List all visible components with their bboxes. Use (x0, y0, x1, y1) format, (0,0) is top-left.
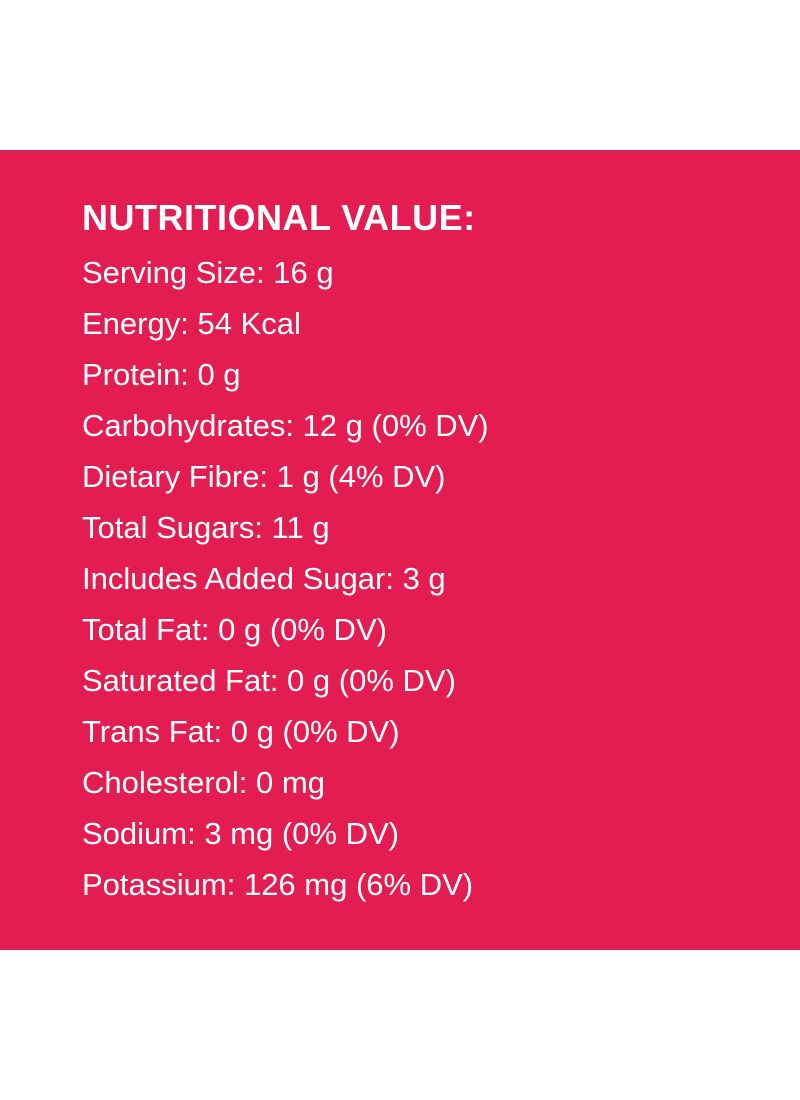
nutrition-list: Serving Size: 16 g Energy: 54 Kcal Prote… (82, 247, 782, 910)
nutrition-item-added-sugar: Includes Added Sugar: 3 g (82, 561, 446, 596)
nutrition-panel (0, 150, 800, 950)
nutrition-item-trans-fat: Trans Fat: 0 g (0% DV) (82, 714, 400, 749)
nutrition-item-total-fat: Total Fat: 0 g (0% DV) (82, 612, 387, 647)
nutrition-item-dietary-fibre: Dietary Fibre: 1 g (4% DV) (82, 459, 446, 494)
nutrition-item-cholesterol: Cholesterol: 0 mg (82, 765, 325, 800)
nutrition-item-energy: Energy: 54 Kcal (82, 306, 301, 341)
nutrition-item-sodium: Sodium: 3 mg (0% DV) (82, 816, 399, 851)
nutrition-content: NUTRITIONAL VALUE: Serving Size: 16 g En… (82, 195, 782, 910)
nutrition-item-serving-size: Serving Size: 16 g (82, 255, 334, 290)
nutrition-item-saturated-fat: Saturated Fat: 0 g (0% DV) (82, 663, 456, 698)
nutrition-heading: NUTRITIONAL VALUE: (82, 197, 476, 238)
nutrition-item-protein: Protein: 0 g (82, 357, 241, 392)
nutrition-item-total-sugars: Total Sugars: 11 g (82, 510, 330, 545)
nutrition-item-potassium: Potassium: 126 mg (6% DV) (82, 867, 474, 902)
nutrition-item-carbohydrates: Carbohydrates: 12 g (0% DV) (82, 408, 489, 443)
